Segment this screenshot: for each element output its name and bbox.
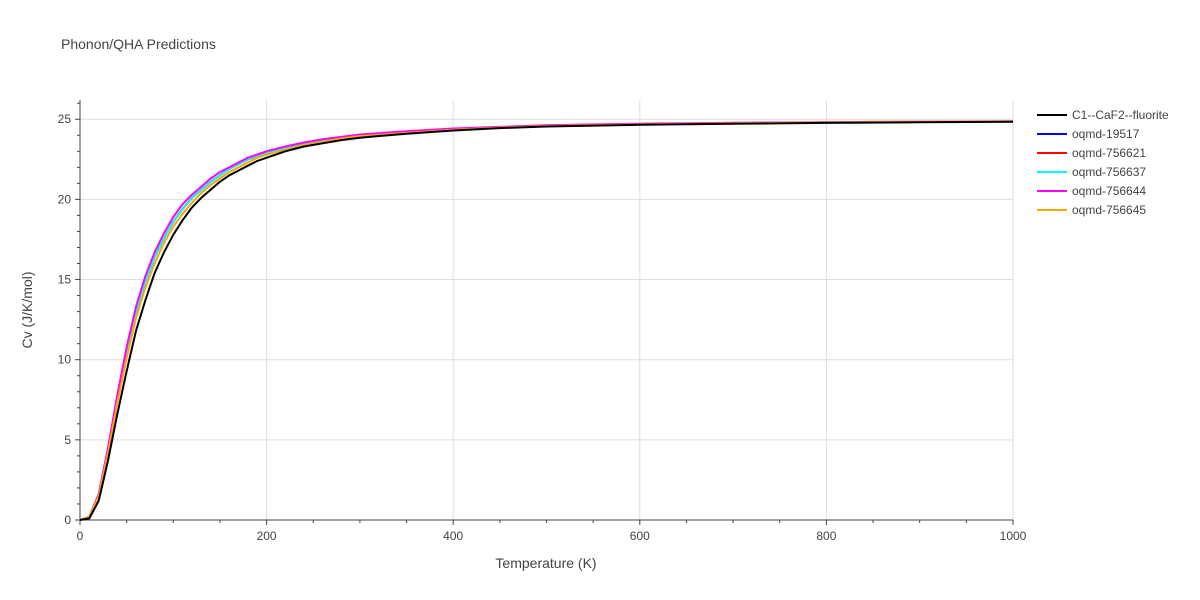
- x-tick-label: 600: [630, 529, 650, 543]
- legend-label: oqmd-756644: [1072, 184, 1146, 198]
- legend-label: oqmd-756645: [1072, 203, 1146, 217]
- legend-label: oqmd-756637: [1072, 165, 1146, 179]
- y-tick-label: 20: [58, 192, 72, 206]
- chart-title: Phonon/QHA Predictions: [61, 36, 216, 52]
- legend-label: C1--CaF2--fluorite: [1072, 108, 1169, 122]
- legend-item[interactable]: oqmd-756644: [1037, 184, 1146, 198]
- y-tick-label: 15: [58, 273, 72, 287]
- x-tick-label: 800: [816, 529, 836, 543]
- y-tick-label: 10: [58, 353, 72, 367]
- legend-label: oqmd-756621: [1072, 146, 1146, 160]
- x-tick-label: 0: [77, 529, 84, 543]
- legend[interactable]: C1--CaF2--fluorite oqmd-19517 oqmd-756621 o…: [1037, 108, 1169, 217]
- legend-item[interactable]: oqmd-756621: [1037, 146, 1146, 160]
- y-tick-label: 5: [64, 433, 71, 447]
- legend-label: oqmd-19517: [1072, 127, 1140, 141]
- x-tick-label: 400: [443, 529, 463, 543]
- series-lines: [79, 120, 1014, 521]
- legend-item[interactable]: oqmd-19517: [1037, 127, 1140, 141]
- y-tick-label: 25: [58, 112, 72, 126]
- y-axis-title: Cv (J/K/mol): [19, 272, 35, 349]
- grid-lines: [80, 100, 1014, 520]
- y-tick-label: 0: [64, 513, 71, 527]
- x-tick-label: 1000: [1000, 529, 1027, 543]
- legend-item[interactable]: oqmd-756645: [1037, 203, 1146, 217]
- legend-item[interactable]: C1--CaF2--fluorite: [1037, 108, 1169, 122]
- axes: 0 200 400 600 800 1000 0 5 10 15 20 25: [58, 100, 1027, 543]
- legend-item[interactable]: oqmd-756637: [1037, 165, 1146, 179]
- x-axis-title: Temperature (K): [495, 555, 596, 571]
- series-line: [79, 120, 1014, 521]
- x-tick-label: 200: [257, 529, 277, 543]
